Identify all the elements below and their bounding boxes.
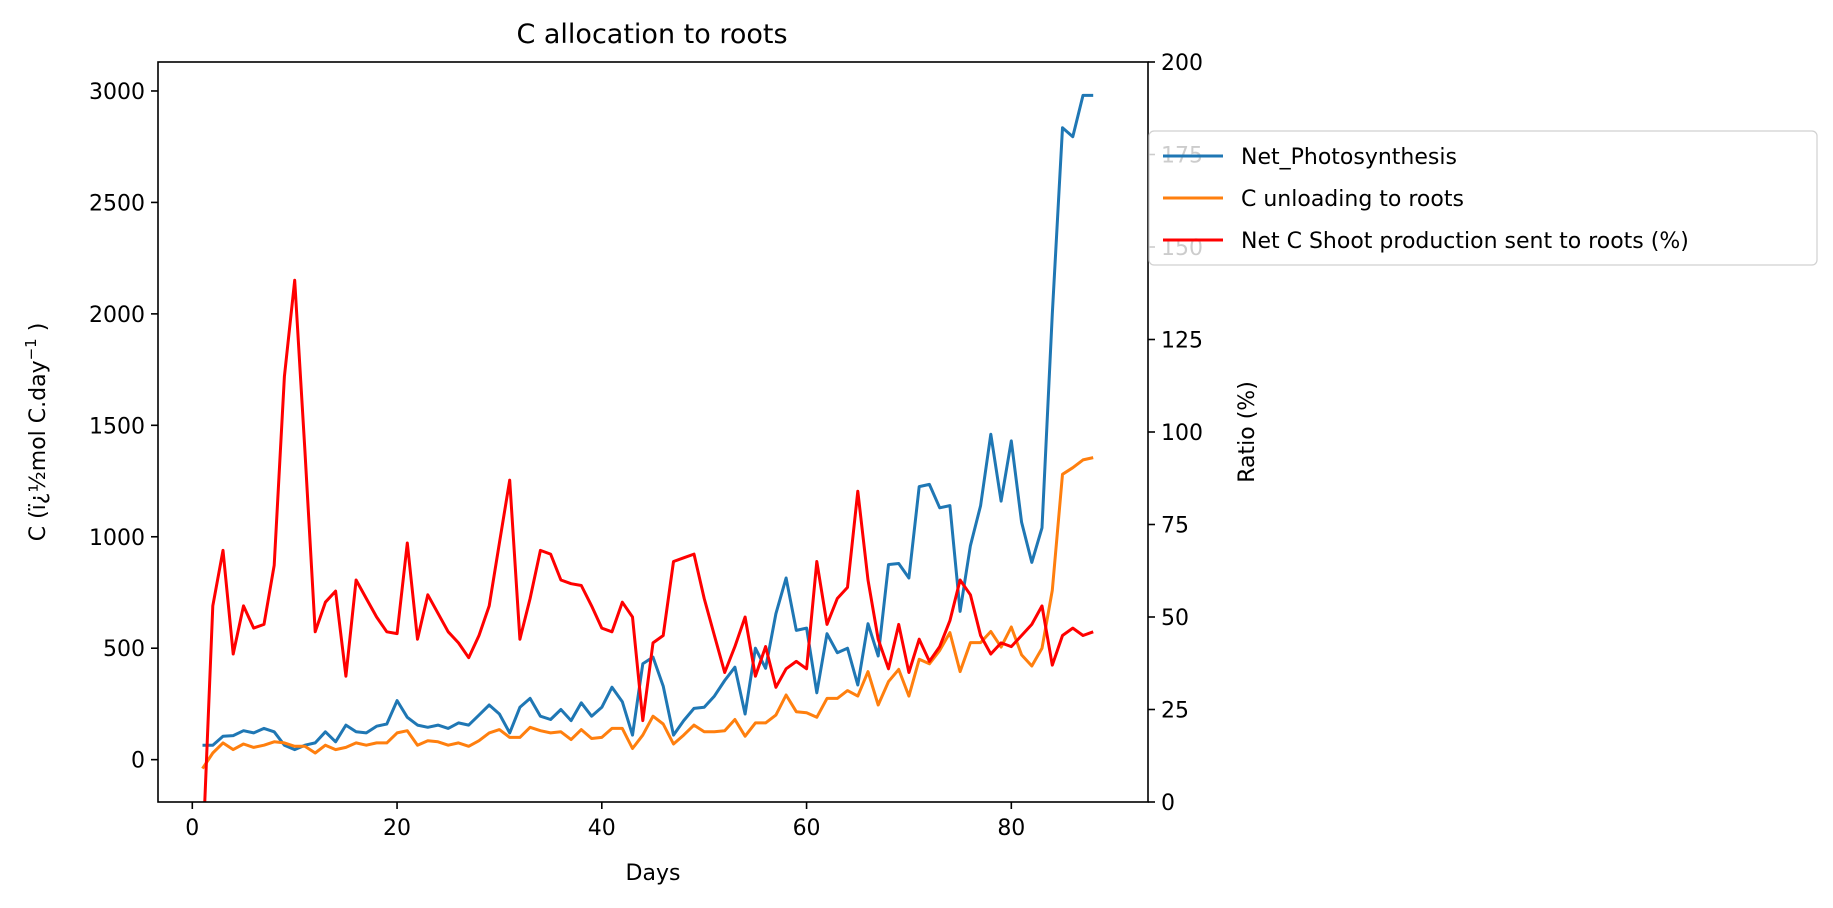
y2-tick-label-1: 25: [1161, 699, 1189, 724]
legend-label-0: Net_Photosynthesis: [1241, 145, 1457, 170]
y-tick-label-0: 0: [131, 749, 145, 774]
legend-label-1: C unloading to roots: [1241, 187, 1464, 212]
y2-tick-label-3: 75: [1161, 514, 1189, 539]
y2-tick-label-5: 125: [1161, 329, 1203, 354]
y2-tick-label-0: 0: [1161, 791, 1175, 816]
x-axis-label: Days: [626, 861, 681, 886]
y-axis-label: C (ï¿½mol C.day−1 ): [22, 323, 51, 542]
y-axis-label-superscript: −1: [22, 338, 40, 360]
y2-tick-label-4: 100: [1161, 421, 1203, 446]
series-line-2: [203, 278, 1094, 802]
y-tick-label-6: 3000: [89, 80, 145, 105]
series-line-1: [201, 456, 1094, 770]
x-tick-label-3: 60: [793, 816, 821, 841]
y-tick-label-1: 500: [103, 637, 145, 662]
x-tick-label-1: 20: [383, 816, 411, 841]
y-tick-label-2: 1000: [89, 526, 145, 551]
legend-frame: [1148, 130, 1818, 266]
y2-tick-label-8: 200: [1161, 51, 1203, 76]
y2-tick-label-2: 50: [1161, 606, 1189, 631]
series-layer: [201, 93, 1094, 802]
y-axis-label-main: C (ï¿½mol C.day: [26, 360, 51, 541]
x-axis-ticks: 0 20 40 60 80: [185, 802, 1025, 841]
y-tick-label-4: 2000: [89, 303, 145, 328]
y-tick-label-3: 1500: [89, 414, 145, 439]
y2-axis-label: Ratio (%): [1235, 381, 1260, 483]
legend-label-2: Net C Shoot production sent to roots (%): [1241, 229, 1689, 254]
series-line-0: [202, 93, 1094, 752]
y-tick-label-5: 2500: [89, 191, 145, 216]
x-tick-label-2: 40: [588, 816, 616, 841]
x-tick-label-4: 80: [997, 816, 1025, 841]
x-tick-label-0: 0: [185, 816, 199, 841]
y-axis-label-end: ): [26, 323, 51, 339]
y-axis-ticks: 0 500 1000 1500 2000 2500 3000: [89, 80, 158, 774]
legend: Net_Photosynthesis C unloading to roots Ne…: [1148, 130, 1818, 266]
chart-title: C allocation to roots: [516, 19, 787, 50]
